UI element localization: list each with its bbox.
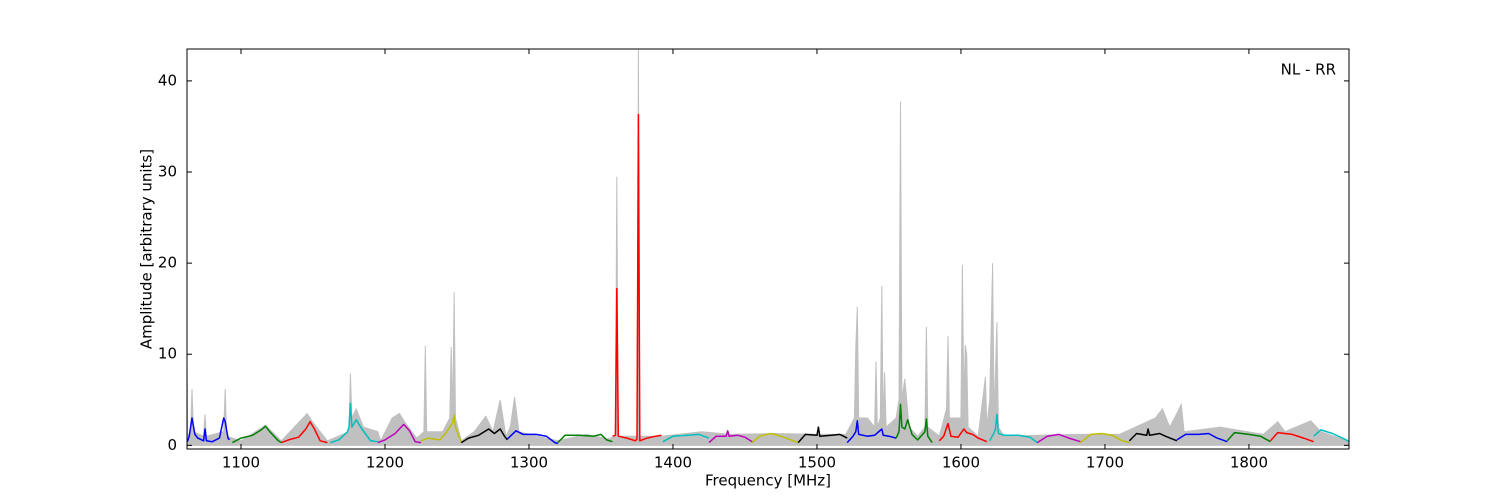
series-line — [938, 422, 988, 443]
series-line — [1128, 428, 1178, 442]
series-line — [1226, 431, 1271, 443]
series-line — [797, 426, 848, 444]
series-line — [662, 433, 710, 443]
x-tick-label: 1200 — [366, 454, 404, 472]
annotation: NL - RR — [1281, 61, 1336, 79]
x-tick-label: 1400 — [654, 454, 692, 472]
series-line — [557, 433, 613, 444]
series-line — [895, 403, 933, 444]
series-line — [506, 430, 559, 445]
series-line — [1269, 431, 1314, 443]
series-line — [232, 425, 282, 444]
y-tick-label: 30 — [158, 163, 177, 181]
series-line — [281, 420, 328, 444]
series-line — [377, 423, 422, 444]
axes-frame — [186, 48, 1350, 450]
x-tick-label: 1800 — [1230, 454, 1268, 472]
series-line — [460, 428, 508, 444]
series-line — [751, 432, 799, 444]
series-line — [187, 417, 231, 443]
y-axis-label: Amplitude [arbitrary units] — [138, 149, 156, 349]
series-line — [1036, 433, 1081, 444]
x-tick-label: 1700 — [1086, 454, 1124, 472]
plot-area — [187, 49, 1349, 446]
series-line — [846, 420, 897, 444]
x-axis-label: Frequency [MHz] — [705, 472, 831, 490]
series-line — [1176, 432, 1228, 443]
x-tick-label: 1300 — [510, 454, 548, 472]
y-tick-label: 20 — [158, 254, 177, 272]
envelope-area — [187, 49, 1349, 446]
x-tick-label: 1600 — [942, 454, 980, 472]
y-tick-label: 40 — [158, 71, 177, 89]
series-line — [330, 402, 378, 444]
y-tick-label: 0 — [167, 436, 177, 454]
x-tick-label: 1100 — [222, 454, 260, 472]
series-line — [1080, 432, 1130, 444]
y-tick-label: 10 — [158, 345, 177, 363]
series-line — [612, 113, 662, 442]
series-line — [1313, 429, 1349, 443]
series-line — [708, 430, 753, 444]
series-line — [989, 413, 1038, 444]
x-tick-label: 1500 — [798, 454, 836, 472]
series-line — [420, 414, 463, 443]
